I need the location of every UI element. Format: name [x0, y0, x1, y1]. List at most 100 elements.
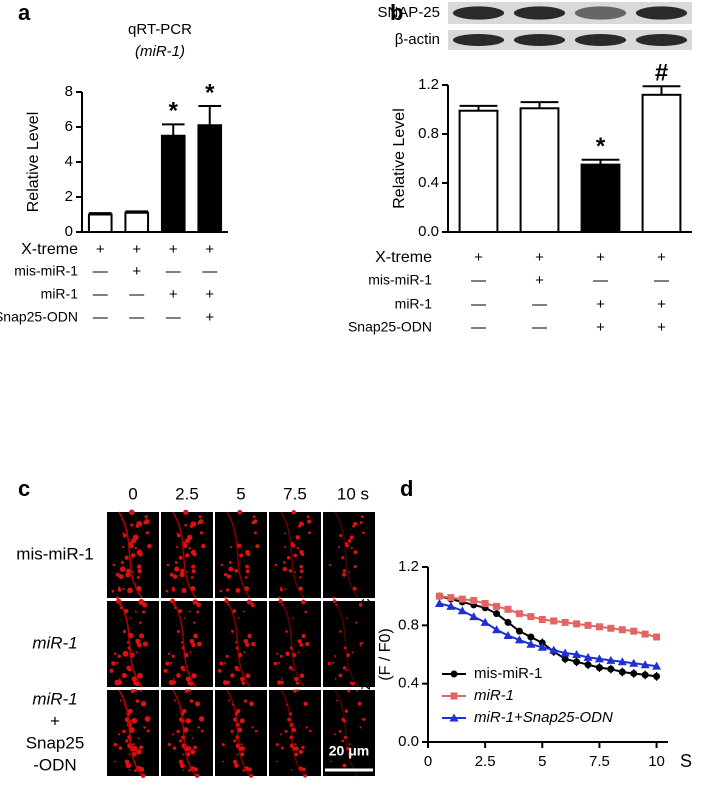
signal-dot — [185, 718, 191, 724]
signal-dot — [142, 641, 149, 647]
marker — [504, 605, 512, 613]
marker — [573, 620, 581, 628]
image-content — [273, 599, 310, 688]
signal-dot — [122, 729, 126, 734]
signal-dot — [361, 716, 366, 722]
signal-dot — [120, 560, 124, 565]
bar — [641, 93, 682, 233]
image-tile — [107, 601, 159, 687]
signal-dot — [291, 727, 297, 733]
marker — [449, 713, 459, 722]
signal-dot — [294, 752, 299, 757]
row-label: + — [50, 711, 60, 730]
signal-dot — [249, 773, 254, 778]
signal-dot — [176, 673, 181, 678]
signal-dot — [140, 689, 143, 692]
signal-dot — [166, 563, 170, 567]
signal-dot — [113, 742, 118, 747]
signal-dot — [111, 661, 116, 666]
signal-dot — [198, 519, 204, 524]
signal-dot — [299, 673, 305, 679]
condition-mark: — — [93, 309, 108, 326]
signal-dot — [338, 673, 343, 678]
marker — [641, 630, 649, 638]
signal-dot — [346, 746, 351, 751]
row-label: miR-1 — [32, 633, 77, 652]
signal-dot — [188, 689, 191, 692]
scale-bar-label: 20 μm — [329, 743, 369, 759]
signal-dot — [115, 572, 120, 577]
signal-dot — [193, 633, 198, 639]
signal-dot — [345, 669, 348, 672]
row-label: Snap25 — [26, 733, 85, 752]
signal-dot — [245, 642, 250, 647]
signal-dot — [284, 545, 287, 549]
marker — [618, 626, 626, 634]
signal-dot — [225, 588, 230, 592]
signal-dot — [109, 668, 114, 673]
marker — [560, 648, 570, 657]
signal-dot — [114, 760, 116, 763]
signal-dot — [116, 661, 119, 665]
signal-dot — [181, 668, 185, 672]
signal-dot — [348, 571, 350, 573]
y-tick-label: 0.4 — [398, 675, 419, 692]
signal-dot — [184, 689, 189, 694]
signal-dot — [246, 552, 251, 557]
signal-dot — [189, 651, 192, 654]
y-tick-label: 6 — [65, 118, 73, 135]
marker — [503, 631, 513, 640]
signal-dot — [126, 665, 131, 671]
signal-dot — [246, 599, 252, 605]
marker — [493, 610, 501, 618]
condition-label: X-treme — [21, 241, 78, 258]
signal-dot — [291, 669, 294, 672]
signal-dot — [280, 588, 284, 592]
signal-dot — [179, 572, 185, 578]
signal-dot — [332, 661, 335, 664]
signal-dot — [170, 661, 173, 665]
signal-dot — [290, 768, 293, 771]
blot-band — [574, 6, 627, 20]
signal-dot — [200, 729, 204, 733]
neurite — [226, 689, 251, 777]
marker — [470, 597, 478, 605]
time-label: 5 — [236, 484, 245, 503]
subtitle: (miR-1) — [135, 43, 185, 60]
signal-dot — [308, 729, 312, 733]
condition-mark: + — [535, 272, 544, 289]
condition-mark: — — [593, 272, 608, 289]
signal-dot — [233, 739, 237, 743]
time-label: 0 — [128, 484, 137, 503]
blot-strip — [448, 30, 692, 50]
condition-mark: + — [132, 241, 141, 258]
signal-dot — [286, 555, 291, 560]
signal-dot — [189, 638, 195, 644]
signal-dot — [116, 596, 119, 599]
blot-band — [635, 6, 688, 20]
y-tick-label: 8 — [65, 83, 73, 100]
signal-dot — [191, 642, 196, 648]
signal-dot — [343, 646, 347, 650]
marker — [629, 658, 639, 667]
panel-label: c — [18, 476, 30, 501]
image-content — [163, 598, 202, 688]
signal-dot — [134, 547, 137, 550]
signal-dot — [167, 742, 171, 747]
marker — [527, 613, 535, 621]
marker — [450, 670, 458, 678]
signal-dot — [192, 599, 199, 605]
signal-dot — [293, 689, 297, 693]
signal-dot — [146, 543, 152, 549]
signal-dot — [280, 733, 283, 736]
row-label: miR-1 — [32, 689, 77, 708]
signal-dot — [174, 699, 177, 702]
signal-dot — [136, 521, 143, 527]
y-tick-label: 4 — [65, 153, 73, 170]
signal-dot — [243, 651, 246, 654]
signal-dot — [193, 621, 196, 624]
signal-dot — [278, 661, 281, 664]
condition-mark: + — [205, 309, 214, 326]
marker — [641, 671, 649, 679]
signal-dot — [351, 651, 354, 654]
